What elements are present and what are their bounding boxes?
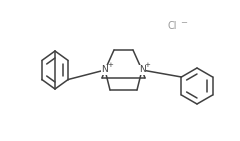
Text: −: − — [180, 18, 187, 27]
Text: N: N — [139, 66, 145, 74]
Text: N: N — [102, 66, 108, 74]
Text: Cl: Cl — [168, 21, 178, 31]
Text: +: + — [144, 62, 150, 68]
Text: +: + — [107, 62, 113, 68]
